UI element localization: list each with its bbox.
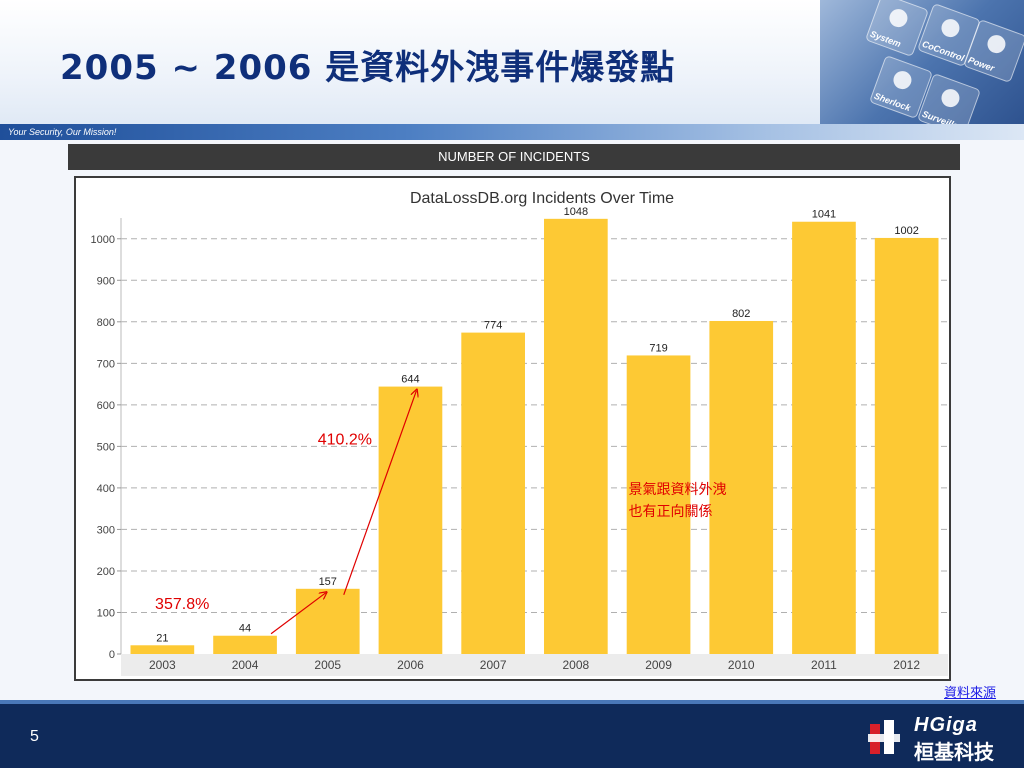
y-tick-label: 1000 — [91, 234, 115, 246]
economy-note-line-1: 景氣跟資料外洩 — [629, 482, 727, 498]
chart-title: DataLossDB.org Incidents Over Time — [410, 190, 674, 207]
data-label: 44 — [239, 623, 251, 635]
tagline-bar — [0, 124, 1024, 140]
y-tick-label: 500 — [97, 441, 115, 453]
y-tick-label: 200 — [97, 566, 115, 578]
logo-chinese: 桓基科技 — [914, 740, 994, 764]
x-tick-label: 2011 — [811, 658, 837, 672]
data-label: 21 — [156, 632, 168, 644]
x-tick-label: 2006 — [397, 658, 424, 672]
bar-2008 — [544, 218, 608, 654]
data-label: 719 — [649, 342, 667, 354]
axis-layer: 0 100 200 300 400 500 600 700 800 900 1000 2003 2004… — [91, 218, 948, 676]
x-tick-label: 2008 — [562, 658, 589, 672]
chart-frame: DataLossDB.org Incidents Over Time 0 100 2… — [74, 176, 951, 681]
footer-accent-line — [0, 700, 1024, 704]
x-tick-label: 2009 — [645, 658, 672, 672]
y-tick-label: 800 — [97, 317, 115, 329]
sherlock-icon — [890, 68, 914, 92]
x-tick-label: 2004 — [232, 658, 259, 672]
x-tick-label: 2005 — [314, 658, 341, 672]
data-label: 644 — [401, 374, 419, 386]
cocontrol-icon — [938, 16, 962, 40]
bar-2005 — [295, 588, 360, 654]
grid-layer — [121, 238, 948, 613]
growth-label-2005: 357.8% — [155, 596, 209, 613]
growth-label-2006: 410.2% — [318, 431, 372, 448]
growth-arrow-2004-2005 — [270, 593, 326, 635]
system-icon — [886, 6, 910, 30]
economy-note-line-2: 也有正向關係 — [629, 504, 713, 520]
y-tick-label: 0 — [109, 649, 115, 661]
company-logo: HGiga 桓基科技 — [866, 712, 1016, 764]
page-number: 5 — [30, 728, 39, 745]
tagline: Your Security, Our Mission! — [8, 127, 117, 137]
source-link[interactable]: 資料來源 — [944, 686, 997, 701]
y-tick-label: 700 — [97, 358, 115, 370]
y-tick-label: 600 — [97, 400, 115, 412]
data-label: 1048 — [564, 206, 588, 218]
bar-2003 — [130, 645, 195, 654]
surveillance-icon — [938, 86, 962, 110]
x-tick-label: 2010 — [728, 658, 755, 672]
slide-title: 2005 ~ 2006 是資料外洩事件爆發點 — [60, 48, 676, 88]
data-label: 1002 — [894, 225, 918, 237]
bar-chart: DataLossDB.org Incidents Over Time 01002… — [91, 190, 948, 676]
data-label: 774 — [484, 320, 502, 332]
bar-2010 — [709, 320, 774, 654]
logo-english: HGiga — [914, 714, 978, 736]
y-tick-label: 900 — [97, 275, 115, 287]
bar-2012 — [874, 237, 939, 654]
chart-header: NUMBER OF INCIDENTS — [68, 144, 960, 170]
y-tick-label: 400 — [97, 483, 115, 495]
slide-footer — [0, 700, 1024, 768]
bar-2004 — [213, 635, 277, 654]
bar-2009 — [626, 355, 691, 654]
bar-2007 — [461, 332, 525, 654]
x-tick-label: 2012 — [893, 658, 920, 672]
y-tick-label: 300 — [97, 524, 115, 536]
bar-2006 — [378, 386, 443, 654]
x-tick-label: 2007 — [480, 658, 507, 672]
bar-layer: 21 44 157 644 774 1048 719 802 1041 1002 — [130, 206, 939, 654]
y-tick-label: 100 — [97, 607, 115, 619]
x-axis-band — [121, 654, 948, 676]
header-product-tiles: System CoControl Power Sherlock Surveill… — [820, 0, 1024, 140]
data-label: 1041 — [812, 209, 836, 221]
growth-arrow-2005-2006 — [343, 391, 417, 596]
power-icon — [984, 32, 1008, 56]
x-tick-label: 2003 — [149, 658, 176, 672]
data-label: 802 — [732, 308, 750, 320]
hgiga-logo-icon — [868, 720, 900, 754]
data-label: 157 — [319, 576, 337, 588]
bar-2011 — [792, 221, 856, 654]
